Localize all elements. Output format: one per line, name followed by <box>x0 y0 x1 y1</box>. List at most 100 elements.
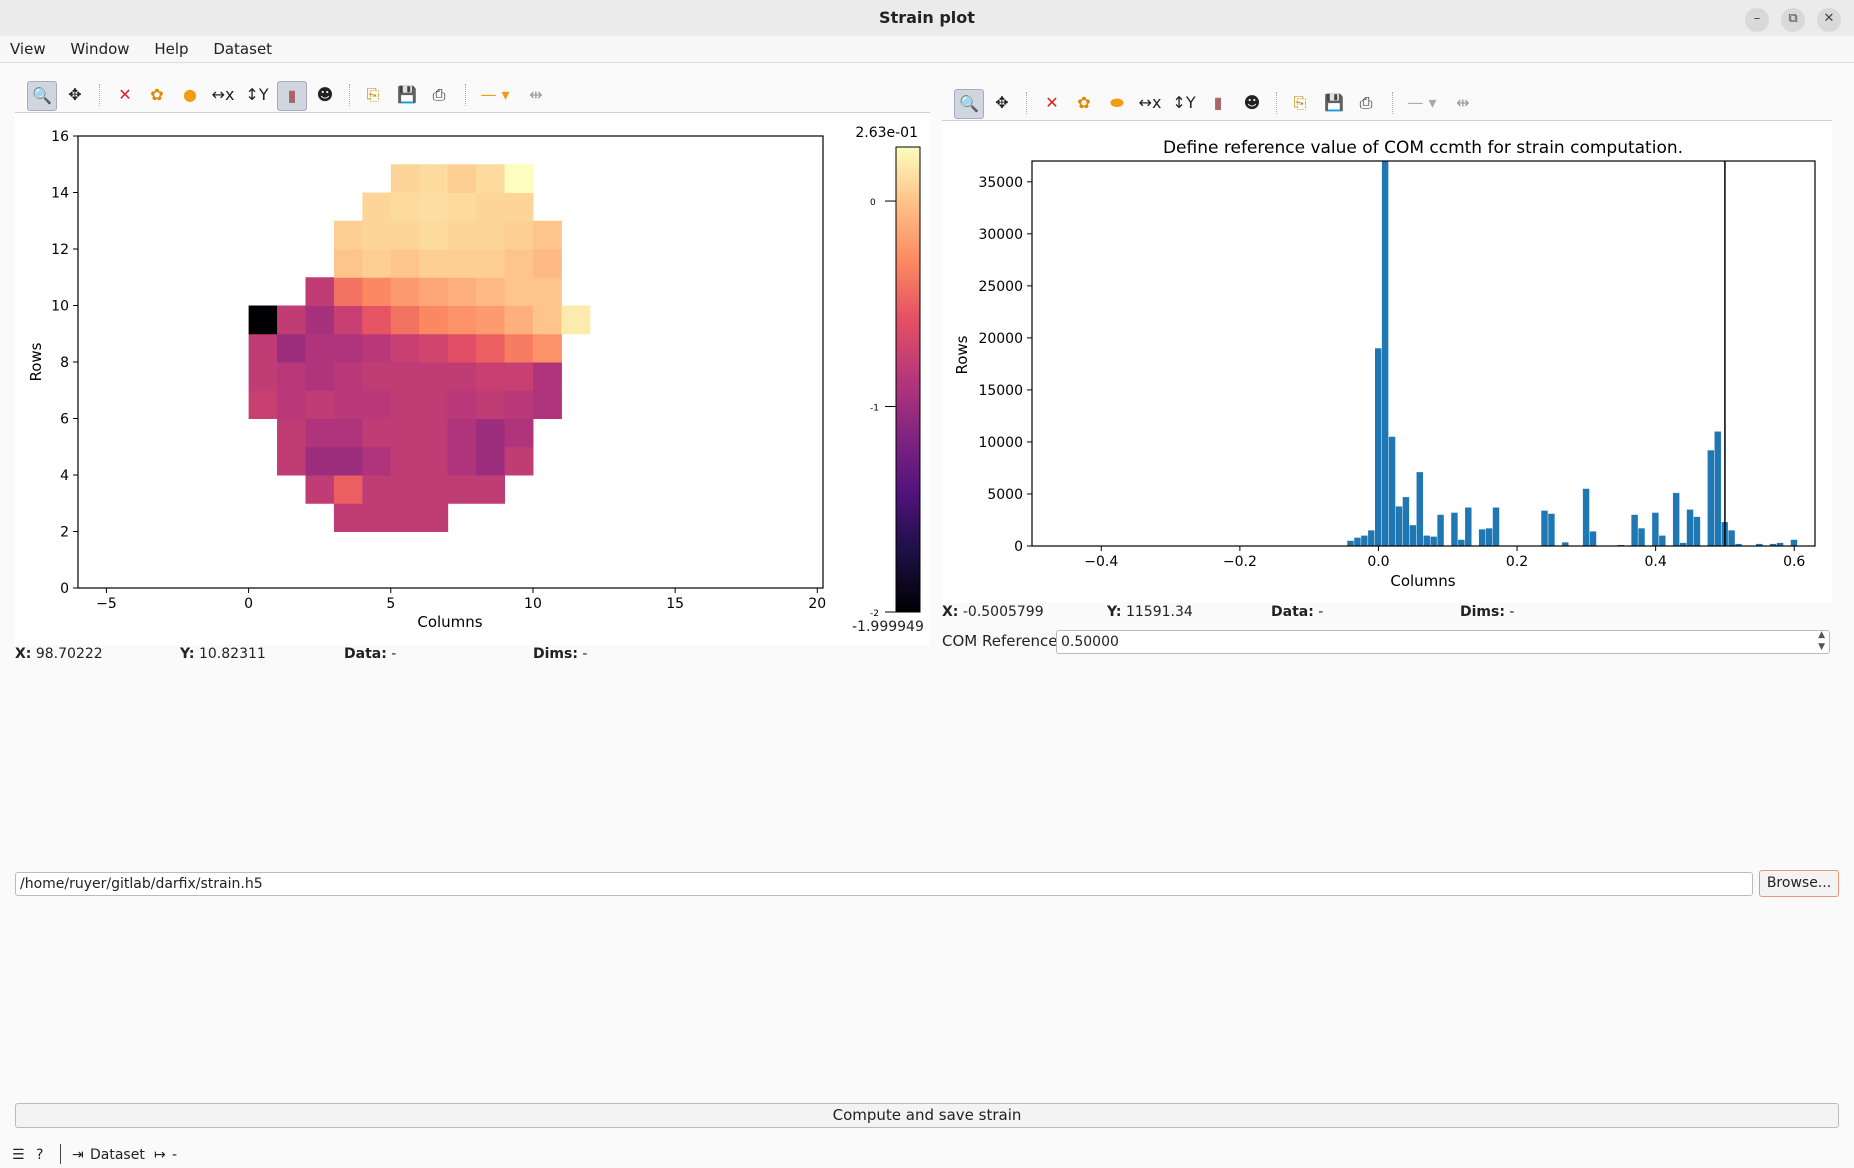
histogram-bar <box>1728 530 1735 546</box>
save-icon[interactable]: 💾 <box>1324 93 1344 112</box>
pos-x-value: 98.70222 <box>35 646 103 662</box>
y-axis-icon[interactable]: ↕Y <box>1172 93 1196 112</box>
heatmap-cell <box>390 164 420 193</box>
pos-dims-value: - <box>582 646 588 662</box>
dataset-input-icon[interactable]: ⇥ <box>72 1147 84 1163</box>
aspect-ratio-icon[interactable]: ● <box>183 85 197 104</box>
x-tick-label: 15 <box>666 596 684 612</box>
zoom-mode-icon[interactable]: 🔍 <box>27 81 57 111</box>
histogram-bar <box>1756 543 1763 546</box>
x-tick-label: 20 <box>808 596 826 612</box>
dataset-output-icon[interactable]: ↦ <box>154 1147 166 1163</box>
heatmap-cell <box>305 362 335 391</box>
y-tick-label: 20000 <box>978 331 1023 347</box>
heatmap-cell <box>504 192 534 222</box>
colormap-icon[interactable]: ✿ <box>150 85 164 104</box>
print-icon[interactable]: ⎙ <box>432 85 446 104</box>
com-reference-value: 0.50000 <box>1061 634 1119 650</box>
minimize-button[interactable]: – <box>1745 8 1769 32</box>
heatmap-cell <box>476 220 506 250</box>
menu-help[interactable]: Help <box>154 40 189 58</box>
histogram-title: Define reference value of COM ccmth for … <box>1163 138 1683 158</box>
heatmap-cell <box>248 305 278 335</box>
save-icon[interactable]: 💾 <box>397 85 417 104</box>
heatmap-cell <box>504 333 534 363</box>
heatmap-cell <box>248 333 278 363</box>
menu-window[interactable]: Window <box>70 40 130 58</box>
mask-tool-icon[interactable]: ☻ <box>1243 93 1261 112</box>
mask-tool-icon[interactable]: ☻ <box>316 85 334 104</box>
heatmap-chart[interactable]: −5 0 5 10 15 20 0 2 4 6 8 10 12 14 16 Columns Rows 2.… <box>15 113 930 645</box>
line-style-icon[interactable]: — ▾ <box>480 85 510 104</box>
print-icon[interactable]: ⎙ <box>1359 93 1373 112</box>
histogram-bar <box>1451 512 1458 546</box>
hamburger-icon[interactable]: ☰ <box>12 1147 25 1163</box>
com-reference-spinbox[interactable]: 0.50000 ▲ ▼ <box>1056 630 1830 654</box>
y-tick-label: 4 <box>60 468 69 484</box>
heatmap-cell <box>305 305 335 335</box>
heatmap-cell <box>447 333 477 363</box>
menu-view[interactable]: View <box>10 40 46 58</box>
colorbar-icon[interactable]: ▮ <box>277 81 307 111</box>
histogram-bar <box>1423 535 1430 546</box>
heatmap-cell <box>390 305 420 335</box>
compute-strain-button[interactable]: Compute and save strain <box>15 1103 1839 1128</box>
heatmap-cell <box>305 277 335 306</box>
help-icon[interactable]: ? <box>36 1147 44 1163</box>
heatmap-cell <box>390 362 420 391</box>
pos-data-value: - <box>1318 604 1324 620</box>
heatmap-cell <box>362 503 392 532</box>
colormap-icon[interactable]: ✿ <box>1077 93 1091 112</box>
heatmap-cell <box>333 446 363 476</box>
heatmap-cell <box>504 249 534 278</box>
histogram-bar <box>1679 542 1687 546</box>
histogram-bar <box>1548 513 1555 546</box>
zoom-mode-icon[interactable]: 🔍 <box>954 89 984 119</box>
histogram-bar <box>1693 516 1701 546</box>
reset-zoom-icon[interactable]: ✕ <box>118 85 132 104</box>
heatmap-cell <box>504 390 534 419</box>
spin-arrows-icon[interactable]: ▲ ▼ <box>1818 630 1825 652</box>
aspect-ratio-icon[interactable]: ⬬ <box>1110 93 1124 112</box>
copy-icon[interactable]: ⎘ <box>366 85 380 104</box>
histogram-bar <box>1368 530 1375 546</box>
pan-mode-icon[interactable]: ✥ <box>995 93 1009 112</box>
heatmap-cell <box>333 390 363 419</box>
heatmap-cell <box>390 503 420 532</box>
crosshair-icon[interactable]: ⇹ <box>1456 93 1470 112</box>
crosshair-icon[interactable]: ⇹ <box>529 85 543 104</box>
heatmap-cell <box>476 192 506 222</box>
close-button[interactable]: ✕ <box>1817 8 1841 32</box>
heatmap-cell <box>476 418 506 448</box>
histogram-bar <box>1541 510 1548 546</box>
heatmap-cell <box>476 390 506 419</box>
menu-dataset[interactable]: Dataset <box>213 40 273 58</box>
copy-icon[interactable]: ⎘ <box>1293 93 1307 112</box>
heatmap-cell <box>362 305 392 335</box>
y-tick-label: 30000 <box>978 227 1023 243</box>
heatmap-cell <box>305 418 335 448</box>
reset-zoom-icon[interactable]: ✕ <box>1045 93 1059 112</box>
browse-button[interactable]: Browse... <box>1759 870 1839 897</box>
heatmap-cell <box>362 249 392 278</box>
heatmap-cell <box>476 164 506 193</box>
heatmap-cell <box>305 446 335 476</box>
heatmap-cell <box>390 418 420 448</box>
colorbar-icon[interactable]: ▮ <box>1213 93 1223 112</box>
x-axis-log-icon[interactable]: ↔x <box>1138 93 1162 112</box>
heatmap-cell <box>390 390 420 419</box>
heatmap-cell <box>333 305 363 335</box>
y-tick-label: 6 <box>60 412 69 428</box>
heatmap-cell <box>504 164 534 193</box>
right-position-info: X: -0.5005799 Y: 11591.34 Data: - Dims: … <box>942 604 1832 626</box>
x-axis-log-icon[interactable]: ↔x <box>211 85 235 104</box>
restore-button[interactable]: ⧉ <box>1781 8 1805 32</box>
y-axis-icon[interactable]: ↕Y <box>245 85 269 104</box>
output-path-field[interactable]: /home/ruyer/gitlab/darfix/strain.h5 <box>15 872 1753 896</box>
y-tick-label: 14 <box>51 186 69 202</box>
histogram-bar <box>1672 492 1680 546</box>
histogram-chart[interactable]: Define reference value of COM ccmth for … <box>942 121 1832 603</box>
line-style-icon[interactable]: — ▾ <box>1407 93 1437 112</box>
pos-y-label: Y: <box>180 646 195 662</box>
pan-mode-icon[interactable]: ✥ <box>68 85 82 104</box>
